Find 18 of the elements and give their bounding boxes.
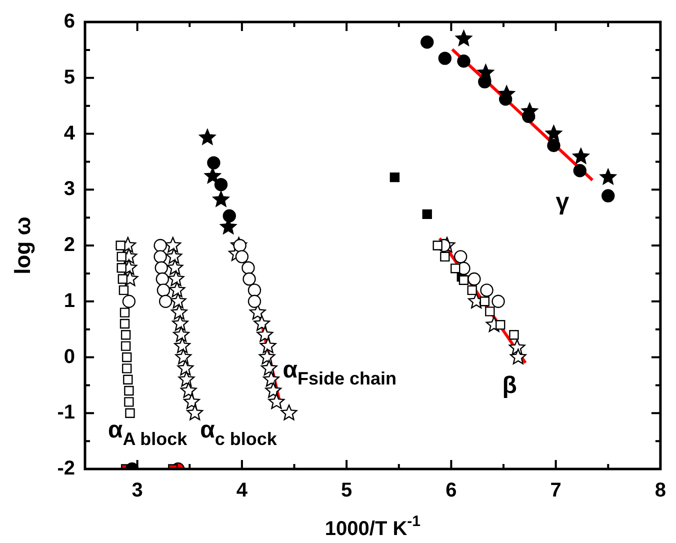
y-tick-label: -1 xyxy=(57,402,75,424)
annotation: γ xyxy=(556,188,570,216)
x-tick-label: 4 xyxy=(236,480,248,502)
y-tick-label: 0 xyxy=(64,346,75,368)
y-tick-label: 2 xyxy=(64,234,75,256)
y-tick-label: 1 xyxy=(64,290,75,312)
y-axis-title: log ω xyxy=(10,216,35,274)
x-tick-label: 7 xyxy=(550,480,562,502)
annotation: β xyxy=(502,372,517,400)
y-tick-label: -2 xyxy=(57,458,75,480)
x-tick-label: 8 xyxy=(654,480,666,502)
y-tick-label: 5 xyxy=(64,66,75,88)
y-tick-label: 4 xyxy=(64,122,76,144)
x-tick-label: 3 xyxy=(132,480,143,502)
y-tick-label: 3 xyxy=(64,178,75,200)
x-tick-label: 5 xyxy=(341,480,352,502)
y-tick-label: 6 xyxy=(64,10,75,33)
x-tick-label: 6 xyxy=(446,480,457,502)
